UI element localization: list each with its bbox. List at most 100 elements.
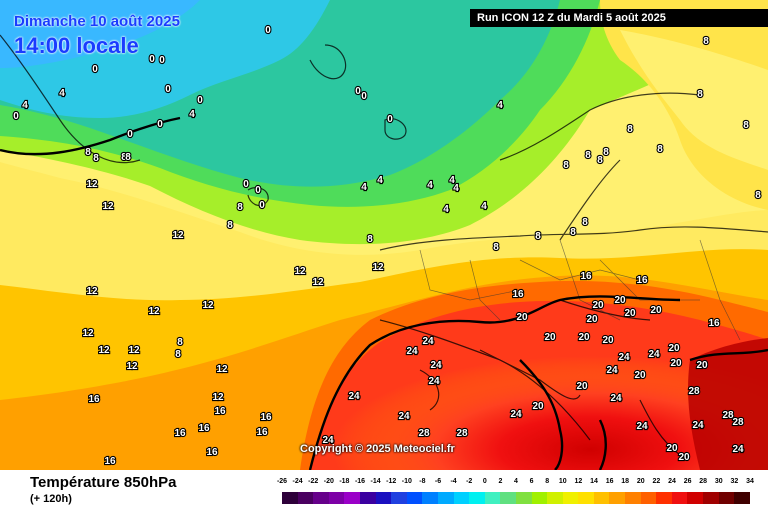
isotherm-value-label: 8 (755, 190, 761, 201)
legend-swatch (437, 492, 454, 504)
isotherm-value-label: 12 (294, 266, 306, 277)
isotherm-value-label: 20 (592, 300, 604, 311)
legend-swatch (375, 492, 392, 504)
isotherm-value-label: 12 (172, 230, 184, 241)
isotherm-value-label: 24 (636, 421, 648, 432)
isotherm-value-label: 0 (243, 179, 249, 190)
isotherm-value-label: 0 (159, 55, 165, 66)
band-ne-10 (620, 30, 768, 170)
legend-swatch (562, 492, 579, 504)
isotherm-value-label: 20 (576, 381, 588, 392)
legend-label: 26 (683, 478, 692, 485)
isotherm-value-label: 24 (510, 409, 522, 420)
isotherm-value-label: 8 (697, 89, 703, 100)
isotherm-value-label: 8 (627, 124, 633, 135)
footer-bar: Température 850hPa (+ 120h) -26 -24 -22 -20… (0, 470, 768, 512)
legend-swatch (515, 492, 532, 504)
isotherm-value-label: 12 (98, 345, 110, 356)
isotherm-value-label: 0 (197, 95, 203, 106)
legend-label: -24 (292, 478, 303, 485)
legend-swatch (359, 492, 376, 504)
legend-label: -18 (339, 478, 350, 485)
isotherm-value-label: 16 (88, 394, 100, 405)
isotherm-value-label: 24 (348, 391, 360, 402)
isotherm-value-label: 12 (86, 286, 98, 297)
isotherm-value-label: 24 (430, 360, 442, 371)
legend-label: -14 (370, 478, 381, 485)
isotherm-value-label: 16 (198, 423, 210, 434)
color-legend: -26 -24 -22 -20 -18 -16 -14 -12 -10 -8 -6 -4 -2 0 2 4 6 8… (277, 478, 754, 504)
isotherm-value-label: 4 (59, 88, 65, 99)
isotherm-value-label: 16 (708, 318, 720, 329)
isotherm-value-label: 24 (732, 444, 744, 455)
legend-swatch (500, 492, 516, 504)
legend-swatch (282, 492, 298, 504)
legend-label: 2 (498, 478, 503, 485)
isotherm-value-label: 20 (578, 332, 590, 343)
isotherm-value-label: 0 (92, 64, 98, 75)
legend-label: 10 (558, 478, 567, 485)
legend-label: -10 (401, 478, 412, 485)
isotherm-value-label: 28 (418, 428, 430, 439)
isotherm-value-label: 0 (157, 119, 163, 130)
isotherm-value-label: 8 (237, 202, 243, 213)
legend-swatch (625, 492, 641, 504)
legend-swatch (578, 492, 594, 504)
legend-swatch (718, 492, 735, 504)
isotherm-value-label: 4 (449, 175, 455, 186)
legend-label: -8 (419, 478, 426, 485)
isotherm-value-label: 12 (148, 306, 160, 317)
isotherm-value-label: 12 (202, 300, 214, 311)
isotherm-value-label: 28 (456, 428, 468, 439)
legend-label: 28 (699, 478, 708, 485)
legend-swatch (297, 492, 314, 504)
isotherm-value-label: 4 (189, 109, 195, 120)
isotherm-value-label: 12 (128, 345, 140, 356)
forecast-date: Dimanche 10 août 2025 (14, 13, 180, 30)
isotherm-value-label: 24 (428, 376, 440, 387)
isotherm-value-label: 20 (602, 335, 614, 346)
isotherm-value-label: 24 (610, 393, 622, 404)
isotherm-value-label: 0 (361, 91, 367, 102)
isotherm-value-label: 4 (481, 201, 487, 212)
legend-label: -4 (450, 478, 457, 485)
isotherm-value-label: 0 (265, 25, 271, 36)
isotherm-value-label: 24 (406, 346, 418, 357)
legend-label: -22 (308, 478, 319, 485)
isotherm-value-label: 8 (121, 152, 127, 163)
isotherm-value-label: 12 (216, 364, 228, 375)
legend-label: 0 (482, 478, 487, 485)
legend-swatch (484, 492, 501, 504)
isotherm-value-label: 16 (260, 412, 272, 423)
isotherm-value-label: 20 (696, 360, 708, 371)
isotherm-value-label: 8 (125, 152, 131, 163)
isotherm-value-label: 20 (668, 343, 680, 354)
isotherm-value-label: 16 (174, 428, 186, 439)
isotherm-value-label: 8 (743, 120, 749, 131)
legend-swatch (593, 492, 610, 504)
isotherm-value-label: 20 (544, 332, 556, 343)
isotherm-value-label: 4 (497, 100, 503, 111)
legend-swatch (734, 492, 750, 504)
isotherm-value-label: 20 (532, 401, 544, 412)
legend-swatch (328, 492, 345, 504)
legend-label: -6 (434, 478, 442, 485)
legend-label: 8 (545, 478, 550, 485)
isotherm-value-label: 8 (570, 227, 576, 238)
isotherm-value-label: 8 (657, 144, 663, 155)
legend-swatch (422, 492, 438, 504)
band-28 (688, 338, 768, 470)
isotherm-value-label: 0 (149, 54, 155, 65)
forecast-lead-time: (+ 120h) (30, 493, 72, 505)
isotherm-value-label: 20 (614, 295, 626, 306)
forecast-time: 14:00 locale (14, 33, 139, 58)
isotherm-value-label: 20 (650, 305, 662, 316)
copyright-notice: Copyright © 2025 Meteociel.fr (300, 443, 455, 455)
isotherm-value-label: 28 (722, 410, 734, 421)
legend-label: 32 (730, 478, 739, 485)
legend-label: -20 (323, 478, 334, 485)
legend-swatch (547, 492, 563, 504)
legend-label: 16 (605, 478, 614, 485)
